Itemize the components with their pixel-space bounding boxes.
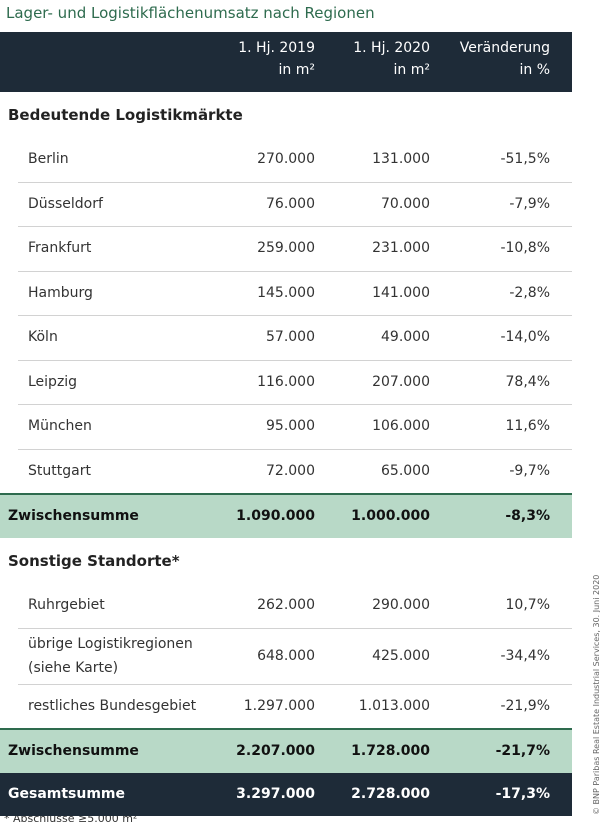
row-value: 116.000 — [257, 373, 315, 390]
row-value: -14,0% — [500, 329, 550, 346]
total-value: -17,3% — [495, 786, 550, 802]
row-label: Leipzig — [28, 373, 78, 390]
row-label: Ruhrgebiet — [28, 597, 105, 614]
table-title: Lager- und Logistikflächenumsatz nach Re… — [6, 4, 375, 22]
row-value: 270.000 — [257, 151, 315, 168]
row-label: (siehe Karte) — [28, 659, 119, 676]
row-separator — [18, 181, 572, 183]
row-value: -21,9% — [500, 697, 550, 714]
row-label: Köln — [28, 329, 58, 346]
row-value: 65.000 — [381, 462, 430, 479]
row-value: 425.000 — [372, 647, 430, 664]
row-value: 648.000 — [257, 647, 315, 664]
subtotal-band — [0, 728, 572, 773]
row-label: übrige Logistikregionen — [28, 635, 193, 652]
row-value: -51,5% — [500, 151, 550, 168]
row-label: Düsseldorf — [28, 195, 103, 212]
header-label: in % — [519, 62, 550, 78]
row-separator — [18, 404, 572, 405]
section-heading: Sonstige Standorte* — [8, 552, 180, 570]
header-band — [0, 32, 572, 92]
row-value: 10,7% — [505, 597, 550, 614]
row-label: Frankfurt — [28, 240, 92, 257]
row-value: -2,8% — [509, 284, 550, 301]
subtotal-value: -8,3% — [505, 508, 550, 524]
row-value: 72.000 — [266, 462, 315, 479]
row-value: 145.000 — [257, 284, 315, 301]
row-value: 49.000 — [381, 329, 430, 346]
row-label: Berlin — [28, 151, 69, 168]
row-separator — [18, 448, 572, 450]
row-value: 141.000 — [372, 284, 430, 301]
total-label: Gesamtsumme — [8, 786, 126, 802]
header-label: 1. Hj. 2020 — [353, 40, 430, 56]
row-label: München — [28, 418, 92, 435]
subtotal-band — [0, 493, 572, 538]
subtotal-value: 1.728.000 — [351, 743, 430, 759]
total-value: 2.728.000 — [351, 786, 430, 802]
row-value: 70.000 — [381, 195, 430, 212]
row-label: restliches Bundesgebiet — [28, 697, 197, 714]
row-value: 1.297.000 — [243, 697, 315, 714]
row-separator — [18, 226, 572, 227]
copyright: © BNP Paribas Real Estate Industrial Ser… — [592, 574, 600, 815]
row-separator — [18, 627, 572, 629]
row-value: 11,6% — [505, 418, 550, 435]
row-separator — [18, 270, 572, 272]
row-separator — [18, 683, 572, 685]
row-value: 131.000 — [372, 151, 430, 168]
subtotal-value: 1.000.000 — [351, 508, 430, 524]
subtotal-value: -21,7% — [495, 743, 550, 759]
header-label: in m² — [393, 62, 430, 78]
row-label: Hamburg — [28, 284, 93, 301]
row-separator — [18, 315, 572, 316]
subtotal-value: 2.207.000 — [236, 743, 315, 759]
row-value: 262.000 — [257, 597, 315, 614]
row-value: 231.000 — [372, 240, 430, 257]
row-value: 290.000 — [372, 597, 430, 614]
row-value: 57.000 — [266, 329, 315, 346]
subtotal-value: 1.090.000 — [236, 508, 315, 524]
subtotal-label: Zwischensumme — [8, 743, 139, 759]
total-band — [0, 773, 572, 816]
section-heading: Bedeutende Logistikmärkte — [8, 106, 243, 124]
row-value: 78,4% — [505, 373, 550, 390]
row-value: 106.000 — [372, 418, 430, 435]
row-label: Stuttgart — [28, 462, 91, 479]
header-label: in m² — [278, 62, 315, 78]
row-value: 1.013.000 — [358, 697, 430, 714]
row-value: 76.000 — [266, 195, 315, 212]
row-value: -9,7% — [509, 462, 550, 479]
row-value: -34,4% — [500, 647, 550, 664]
row-value: 95.000 — [266, 418, 315, 435]
header-label: Veränderung — [459, 40, 550, 56]
header-label: 1. Hj. 2019 — [238, 40, 315, 56]
row-value: 259.000 — [257, 240, 315, 257]
row-value: 207.000 — [372, 373, 430, 390]
subtotal-label: Zwischensumme — [8, 508, 139, 524]
row-value: -10,8% — [500, 240, 550, 257]
total-value: 3.297.000 — [236, 786, 315, 802]
row-separator — [18, 359, 572, 361]
row-value: -7,9% — [509, 195, 550, 212]
